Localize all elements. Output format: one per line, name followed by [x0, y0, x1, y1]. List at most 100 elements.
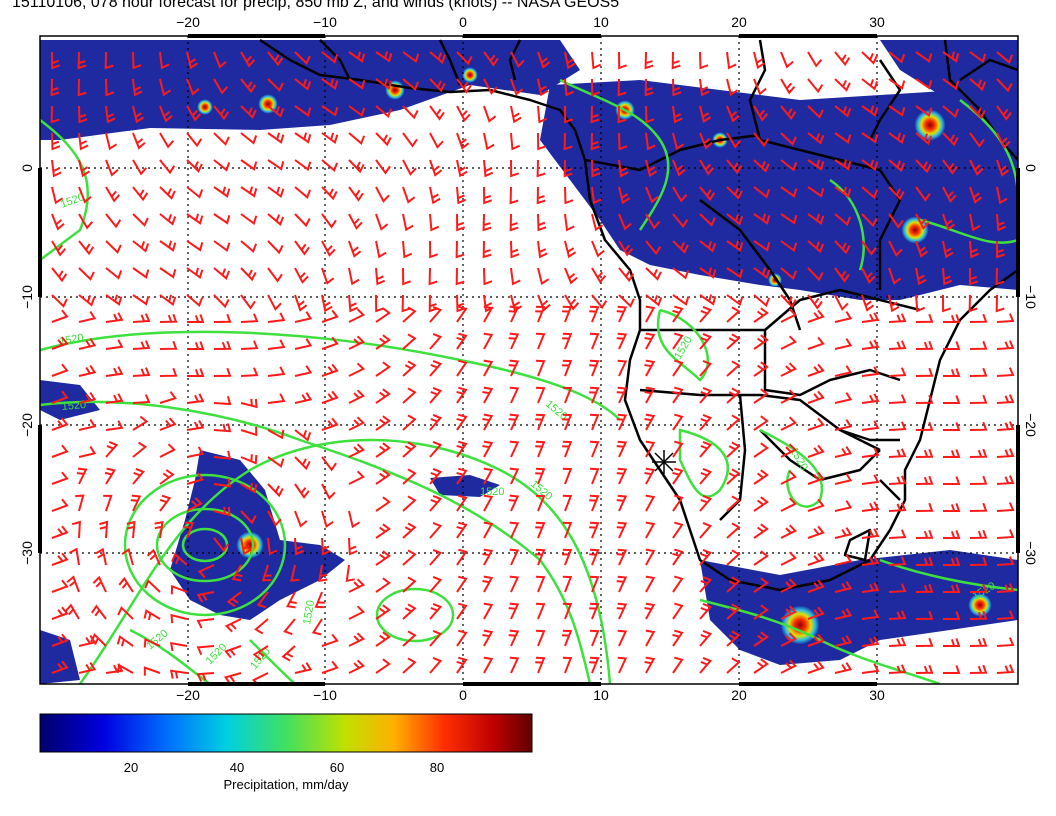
wind-barb [969, 340, 988, 350]
wind-barb [51, 132, 61, 151]
lon-tick-label: 10 [593, 687, 609, 703]
wind-barb [699, 359, 713, 377]
wind-barb [672, 467, 684, 485]
wind-barb [402, 630, 417, 647]
wind-barb [807, 336, 825, 350]
wind-barb [159, 469, 175, 485]
wind-barb [254, 618, 269, 635]
wind-barb [159, 391, 177, 404]
wind-barb [753, 240, 771, 252]
wind-barb [456, 440, 468, 458]
wind-barb [861, 51, 878, 65]
wind-barb [267, 78, 284, 92]
wind-barb [483, 159, 494, 178]
wind-barb [170, 613, 188, 624]
wind-barb [256, 591, 269, 609]
wind-barb [321, 363, 339, 377]
wind-barb [861, 636, 880, 647]
wind-barb [482, 629, 494, 647]
wind-barb [483, 78, 498, 95]
wind-barb [456, 548, 468, 566]
wind-barb [429, 359, 443, 377]
wind-barb [780, 605, 797, 620]
wind-barb [294, 392, 313, 404]
wind-barb [591, 51, 602, 70]
wind-barb [834, 105, 852, 118]
wind-barb [996, 664, 1015, 674]
wind-barb [286, 591, 297, 609]
wind-barb [348, 78, 366, 90]
wind-barb [267, 537, 278, 556]
wind-barb [672, 440, 684, 458]
wind-barb [915, 159, 932, 174]
wind-barb [375, 550, 391, 566]
wind-barb [861, 213, 878, 228]
wind-barb [861, 663, 880, 674]
wind-barb [321, 456, 337, 472]
wind-barb [942, 240, 954, 259]
wind-barb [780, 443, 797, 458]
wind-barb [375, 442, 391, 458]
wind-barb [644, 386, 656, 404]
wind-barb [591, 78, 601, 97]
wind-barb [456, 105, 471, 122]
wind-barb [969, 186, 983, 204]
wind-barb [861, 474, 880, 485]
wind-barb [213, 367, 232, 377]
wind-barb [508, 332, 520, 350]
wind-barb [105, 105, 116, 124]
wind-barb [159, 443, 176, 458]
wind-barb [482, 213, 492, 232]
wind-barb [231, 564, 243, 582]
wind-barb [645, 548, 656, 566]
wind-barb [116, 635, 134, 647]
wind-barb [618, 213, 632, 231]
wind-barb [78, 159, 91, 178]
wind-barb [995, 294, 1005, 313]
wind-barb [834, 608, 853, 620]
lat-tick-label: −30 [1023, 541, 1039, 565]
wind-barb [645, 213, 661, 230]
wind-barb [753, 51, 766, 70]
wind-barb [562, 656, 573, 674]
wind-barb [915, 421, 934, 431]
wind-barb [483, 332, 494, 350]
station-marker [652, 450, 676, 474]
wind-barb [267, 267, 283, 283]
wind-barb [483, 521, 494, 539]
wind-barb [726, 267, 744, 279]
wind-barb [589, 305, 600, 323]
wind-barb [429, 467, 443, 485]
wind-barb [375, 496, 391, 512]
wind-barb [187, 368, 205, 377]
wind-barb [294, 338, 313, 350]
wind-barb [915, 78, 933, 90]
wind-barb [888, 51, 906, 64]
wind-barb [616, 602, 628, 620]
wind-barb [699, 656, 713, 674]
wind-barb [562, 305, 573, 323]
wind-barb [375, 267, 386, 286]
wind-barb [753, 186, 771, 199]
wind-barb [861, 447, 880, 458]
wind-barb [348, 389, 366, 404]
wind-barb [699, 548, 713, 566]
wind-barb [456, 186, 467, 205]
wind-barb [51, 240, 67, 257]
wind-barb [159, 78, 172, 97]
wind-barb [645, 105, 655, 124]
wind-barb [780, 632, 797, 647]
wind-barb [996, 186, 1008, 205]
wind-barb [562, 413, 573, 431]
wind-barb [589, 440, 600, 458]
wind-barb [240, 159, 258, 171]
wind-barb [402, 360, 417, 377]
wind-barb [402, 522, 417, 539]
lat-tick-label: −10 [19, 285, 35, 309]
wind-barb [943, 503, 961, 512]
lon-tick-label: −20 [176, 687, 200, 703]
wind-barb [213, 478, 232, 488]
wind-barb [834, 186, 852, 199]
wind-barb [428, 267, 438, 286]
wind-barb [753, 334, 769, 350]
